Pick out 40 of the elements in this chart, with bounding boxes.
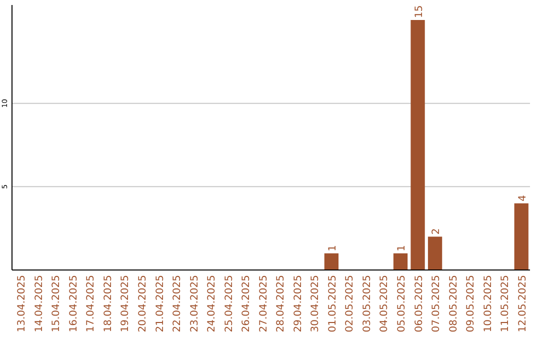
x-tick-label: 12.05.2025 — [517, 275, 528, 332]
x-tick-label: 09.05.2025 — [466, 275, 477, 332]
x-tick-label: 02.05.2025 — [344, 275, 356, 332]
x-tick-label: 01.05.2025 — [327, 275, 338, 332]
data-label: 4 — [517, 194, 528, 202]
x-tick-label: 23.04.2025 — [189, 275, 200, 332]
x-tick-label: 10.05.2025 — [482, 275, 494, 332]
x-tick-label: 08.05.2025 — [448, 275, 460, 332]
x-tick-label: 11.05.2025 — [500, 275, 512, 332]
x-tick-label: 15.04.2025 — [51, 275, 62, 332]
x-tick-label: 28.04.2025 — [276, 275, 287, 332]
bar — [324, 253, 339, 270]
x-tick-label: 18.04.2025 — [102, 275, 114, 332]
x-tick-label: 25.04.2025 — [224, 275, 235, 332]
x-tick-label: 20.04.2025 — [138, 275, 148, 332]
x-tick-label: 16.04.2025 — [68, 275, 80, 332]
x-tick-label: 17.04.2025 — [86, 275, 97, 332]
x-tick-label: 03.05.2025 — [362, 275, 373, 332]
x-tick-label: 24.04.2025 — [206, 275, 218, 332]
x-tick-label: 22.04.2025 — [172, 275, 184, 332]
x-tick-label: 19.04.2025 — [120, 275, 132, 332]
x-tick-label: 26.04.2025 — [241, 275, 252, 332]
x-tick-label: 21.04.2025 — [154, 275, 166, 332]
x-tick-label: 13.04.2025 — [16, 275, 28, 332]
x-tick-label: 14.04.2025 — [34, 275, 45, 332]
data-label: 1 — [327, 244, 338, 252]
x-tick-label: 06.05.2025 — [414, 275, 425, 332]
data-label: 15 — [414, 5, 425, 18]
x-tick-label: 04.05.2025 — [379, 275, 390, 332]
bar — [514, 203, 528, 270]
bar — [410, 20, 425, 270]
x-tick-label: 29.04.2025 — [292, 275, 304, 332]
x-tick-label: 30.04.2025 — [310, 275, 322, 332]
data-label: 2 — [431, 228, 442, 235]
bar — [393, 253, 408, 270]
bar — [428, 236, 442, 270]
x-tick-label: 05.05.2025 — [396, 275, 408, 332]
x-tick-label: 27.04.2025 — [258, 275, 270, 332]
data-label: 1 — [396, 244, 408, 252]
x-tick-label: 07.05.2025 — [431, 275, 442, 332]
